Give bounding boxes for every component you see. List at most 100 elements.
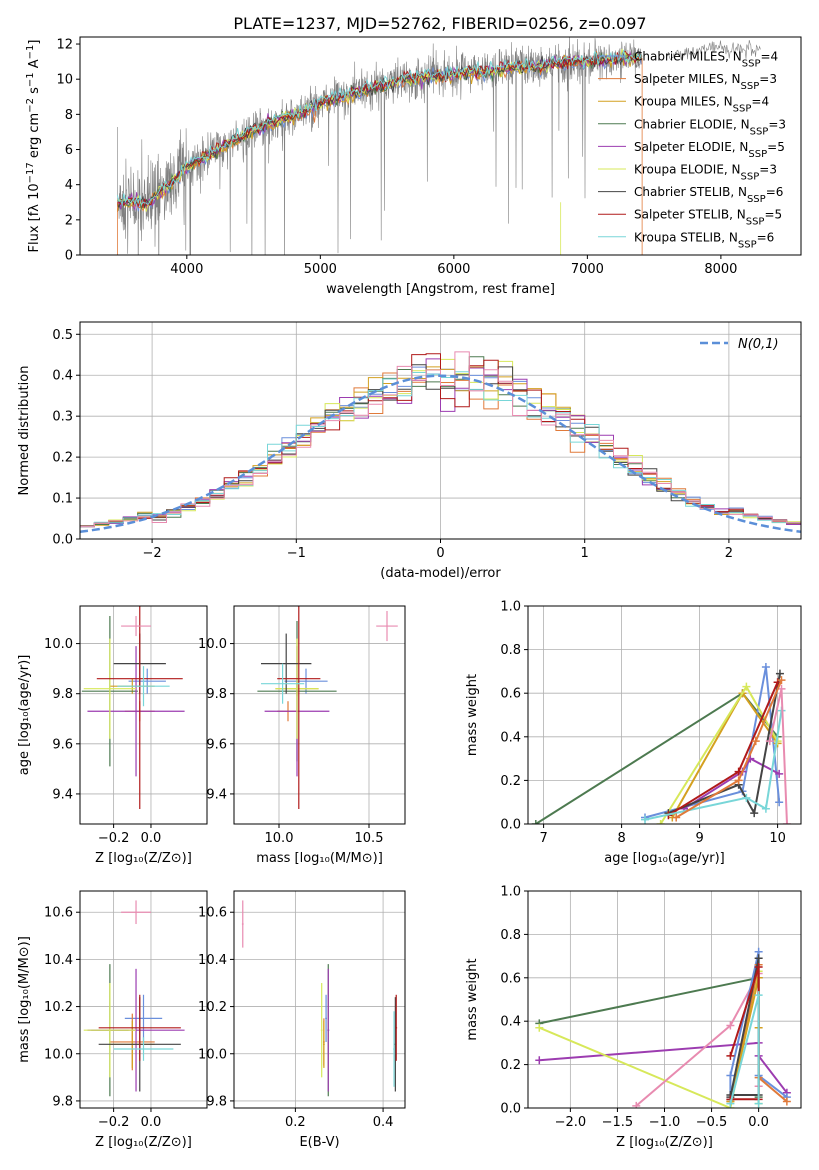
y-tick-label: 10.2 [198,1000,227,1015]
model-line [116,49,642,207]
error-cross [323,1020,325,1068]
y-tick-label: 10.0 [198,637,227,652]
plot-area [81,606,185,809]
y-tick-label: 0 [65,249,73,264]
weight-marker [775,769,784,778]
y-axis-label: mass [log₁₀(M/M⊙)] [17,936,32,1063]
x-tick-label: 1 [581,546,589,561]
error-cross [395,994,398,1061]
plot-area [531,663,791,824]
plot-area [116,37,761,255]
weight-marker [782,820,791,824]
y-tick-label: 4 [65,178,73,193]
model-line [117,50,642,208]
axes-frame [527,605,802,825]
x-tick-label: 2 [725,546,733,561]
weight-marker [761,804,770,813]
legend-label: Chabrier STELIB, NSSP=6 [634,185,783,205]
weight-marker [726,1051,735,1060]
y-tick-label: 0.0 [500,818,521,833]
x-axis-label: age [log₁₀(age/yr)] [604,851,725,866]
y-axis-label: mass weight [465,958,480,1040]
error-cross [327,968,330,1092]
legend-label: Salpeter MILES, NSSP=3 [634,72,777,92]
y-tick-label: 9.6 [206,737,227,752]
y-tick-label: 10.4 [198,953,227,968]
weight-marker [754,991,763,1000]
panel-mass-vs-EBV: 0.2 0.4 9.8 10.0 10.2 10.4 10.6 E(B-V) [198,890,406,1150]
x-tick-label: −0.5 [696,1115,728,1130]
figure-title: PLATE=1237, MJD=52762, FIBERID=0256, z=0… [233,14,646,33]
y-tick-label: 0.6 [500,971,521,986]
axes-frame [79,36,802,256]
error-cross [277,606,321,809]
y-tick-label: 9.8 [52,687,73,702]
weight-marker [535,1023,544,1032]
x-axis-label: Z [log₁₀(Z/Z⊙)] [616,1135,713,1150]
x-tick-label: 10.0 [265,831,294,846]
x-tick-label: 9 [695,831,703,846]
y-tick-label: 9.8 [52,1094,73,1109]
error-cross [96,606,183,809]
weight-marker [775,798,784,807]
y-tick-label: 10.0 [44,637,73,652]
x-tick-label: 7 [539,831,547,846]
x-tick-label: −0.2 [98,831,130,846]
y-axis-label: mass weight [465,674,480,756]
x-tick-label: 0.2 [285,1115,306,1130]
x-tick-label: −1 [287,546,306,561]
y-axis-label: Normed distribution [17,366,32,496]
x-axis-label: wavelength [Angstrom, rest frame] [326,282,555,297]
x-axis-label: Z [log₁₀(Z/Z⊙)] [95,1135,192,1150]
error-cross [124,994,163,1042]
weight-marker [765,737,774,746]
y-tick-label: 0.6 [500,687,521,702]
legend-label: Kroupa ELODIE, NSSP=3 [634,163,777,183]
axes-frame [79,605,208,825]
weight-marker [734,776,743,785]
weight-marker [742,682,751,691]
legend-label: Chabrier ELODIE, NSSP=3 [634,117,786,137]
legend-label: Salpeter ELODIE, NSSP=5 [634,140,785,160]
legend-label: Kroupa MILES, NSSP=4 [634,95,769,115]
y-tick-label: 0.4 [500,1015,521,1030]
weight-marker [751,737,760,746]
y-tick-label: 0.3 [52,410,73,425]
y-tick-label: 0.2 [500,774,521,789]
error-cross [87,646,185,777]
plot-area [241,900,398,1097]
weight-marker [754,954,763,963]
error-cross [241,900,244,948]
x-tick-label: 0.4 [373,1115,394,1130]
weight-line [683,757,780,810]
weight-marker [754,962,763,971]
x-axis-label: E(B-V) [299,1135,339,1150]
legend-label: Chabrier MILES, NSSP=4 [634,50,778,70]
y-tick-label: 8 [65,108,73,123]
x-tick-label: 10 [769,831,786,846]
y-tick-label: 10.6 [44,906,73,921]
y-tick-label: 0.0 [52,533,73,548]
y-tick-label: 0.0 [500,1102,521,1117]
y-tick-label: 0.2 [52,451,73,466]
axes-frame [233,890,406,1109]
weight-marker [672,813,681,822]
legend-label: N(0,1) [738,337,779,352]
y-tick-label: 1.0 [500,600,521,615]
y-tick-label: 1.0 [500,885,521,900]
error-cross [83,982,137,1078]
x-tick-label: −1.0 [649,1115,681,1130]
x-tick-label: 8 [617,831,625,846]
x-tick-label: 8000 [704,262,737,277]
x-tick-label: 6000 [437,262,470,277]
x-tick-label: 0 [436,546,444,561]
y-axis-label: Flux [fλ 10−17 erg cm−2 s−1 A−1] [25,40,43,253]
y-tick-label: 0.2 [500,1058,521,1073]
x-tick-label: 7000 [571,262,604,277]
weight-marker [761,663,770,672]
weight-marker [775,669,784,678]
y-tick-label: 10.2 [44,1000,73,1015]
x-tick-label: 0.0 [748,1115,769,1130]
